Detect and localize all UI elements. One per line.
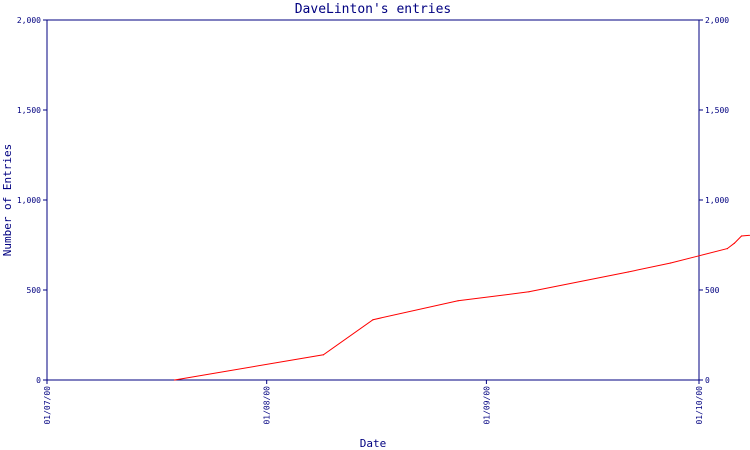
y-tick-label-left: 1,500 [17,106,41,115]
plot-area [46,19,700,381]
y-tick-label-left: 1,000 [17,196,41,205]
y-tick-label-left: 500 [27,286,42,295]
data-point [627,271,629,273]
x-tick-label: 01/07/00 [43,386,52,425]
data-point [726,248,728,250]
data-point [528,291,530,293]
x-tick-label: 01/09/00 [482,386,491,425]
y-tick-label-right: 2,000 [705,16,729,25]
y-ticks-left: 0 500 1,000 1,500 2,000 [17,16,47,385]
data-points [173,235,743,381]
data-point [698,255,700,257]
x-axis-label: Date [360,437,387,450]
y-tick-label-right: 500 [705,286,720,295]
y-tick-label-left: 2,000 [17,16,41,25]
x-ticks: 01/07/00 01/08/00 01/09/00 01/10/00 [43,380,704,425]
data-point [457,300,459,302]
data-point [322,354,324,356]
y-ticks-right: 0 500 1,000 1,500 2,000 [699,16,729,385]
data-point [670,262,672,264]
data-point [173,379,176,381]
y-tick-label-left: 0 [36,376,41,385]
data-point [733,242,736,244]
data-point [372,319,374,321]
y-tick-label-right: 1,500 [705,106,729,115]
x-tick-label: 01/10/00 [695,386,704,425]
x-tick-label: 01/08/00 [263,386,272,425]
y-axis-label: Number of Entries [1,144,14,257]
y-tick-label-right: 0 [705,376,710,385]
chart-title: DaveLinton's entries [295,2,452,17]
y-tick-label-right: 1,000 [705,196,729,205]
data-point [740,235,743,237]
